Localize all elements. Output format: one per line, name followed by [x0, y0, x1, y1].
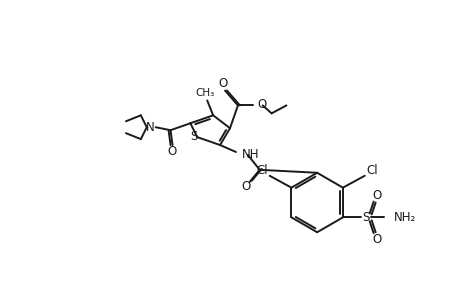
Text: O: O [167, 146, 176, 158]
Text: O: O [371, 189, 381, 202]
Text: O: O [218, 77, 227, 90]
Text: Cl: Cl [255, 164, 267, 177]
Text: NH₂: NH₂ [392, 211, 415, 224]
Text: Cl: Cl [366, 164, 378, 177]
Text: CH₃: CH₃ [195, 88, 214, 98]
Text: S: S [190, 130, 197, 142]
Text: N: N [146, 121, 155, 134]
Text: O: O [371, 233, 381, 246]
Text: NH: NH [241, 148, 259, 161]
Text: O: O [241, 180, 250, 193]
Text: S: S [361, 211, 369, 224]
Text: O: O [257, 98, 266, 111]
